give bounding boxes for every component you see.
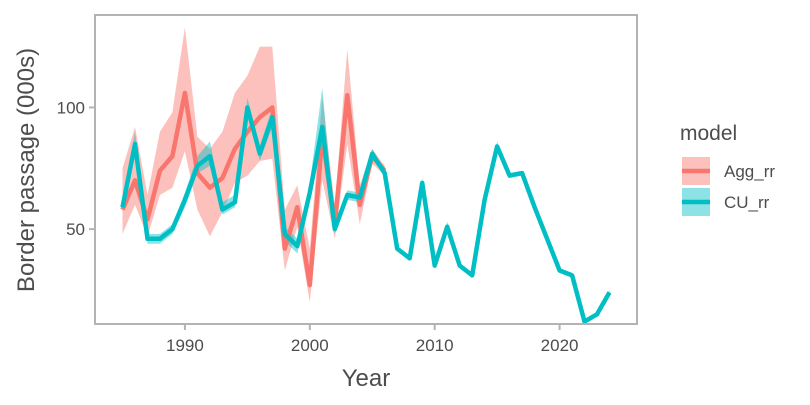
x-tick-label: 2010 [416, 336, 454, 355]
x-tick-label: 2000 [291, 336, 329, 355]
legend-item-cu-rr: CU_rr [682, 188, 770, 216]
legend: model Agg_rr CU_rr [680, 122, 775, 216]
x-axis: 1990 2000 2010 2020 [166, 324, 578, 355]
plot-panel-border [94, 14, 638, 325]
y-axis-title: Border passage (000s) [13, 48, 40, 292]
confidence-band-agg-rr [122, 27, 385, 303]
x-tick-label: 1990 [166, 336, 204, 355]
y-tick-label: 100 [57, 98, 85, 117]
legend-label: CU_rr [724, 193, 770, 212]
series-line-cu-rr [120, 105, 612, 324]
legend-label: Agg_rr [724, 162, 775, 181]
y-tick-label: 50 [66, 220, 85, 239]
legend-item-agg-rr: Agg_rr [682, 157, 775, 185]
confidence-bands [122, 27, 610, 324]
y-axis: 50 100 [57, 98, 95, 239]
x-axis-title: Year [342, 365, 391, 392]
x-tick-label: 2020 [541, 336, 579, 355]
legend-title: model [680, 122, 737, 145]
series-lines [120, 90, 612, 324]
